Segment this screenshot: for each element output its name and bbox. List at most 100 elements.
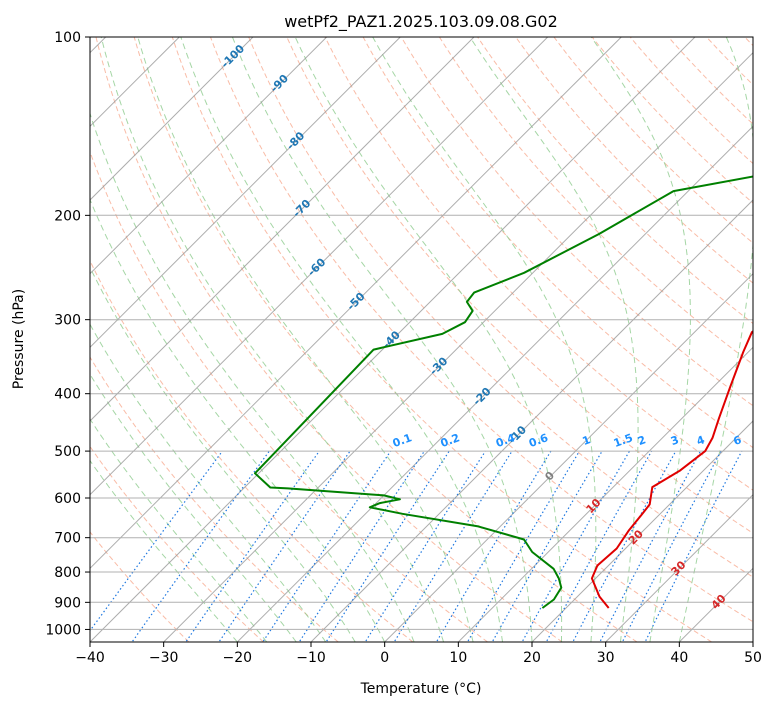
isotherm-line <box>236 125 753 642</box>
y-tick-label: 900 <box>54 595 81 611</box>
x-tick-label: 40 <box>670 650 688 666</box>
mixing-ratio-label: 6 <box>732 433 744 448</box>
mixing-ratio-line <box>262 450 392 642</box>
dry-adiabat <box>324 37 753 491</box>
mixing-ratio-line <box>466 450 580 642</box>
dry-adiabat <box>90 531 190 642</box>
mixing-ratio-line <box>218 450 351 642</box>
y-tick-label: 300 <box>54 313 81 329</box>
x-axis-label: Temperature (°C) <box>360 681 482 697</box>
mixing-ratio-label: 0.6 <box>527 431 550 450</box>
x-tick-label: −40 <box>75 650 105 666</box>
mixing-ratio-line <box>90 450 223 632</box>
y-tick-label: 1000 <box>45 622 81 638</box>
mixing-ratio-line <box>325 450 450 642</box>
mixing-ratio-line <box>393 450 513 642</box>
isotherm-line <box>310 199 753 642</box>
x-tick-label: 30 <box>597 650 615 666</box>
dry-adiabat <box>553 37 753 244</box>
y-tick-label: 100 <box>54 30 81 46</box>
isotherm-line <box>90 37 475 422</box>
plot-frame <box>89 36 754 643</box>
moist-adiabat <box>90 323 327 642</box>
y-tick-label: 400 <box>54 387 81 403</box>
dry-adiabat <box>133 37 638 642</box>
moist-adiabat <box>90 418 268 642</box>
moist-adiabat <box>90 111 415 642</box>
dry-adiabat <box>477 37 753 325</box>
moist-adiabat <box>180 37 503 642</box>
mixing-ratio-line <box>621 450 722 642</box>
temperature-profile <box>590 330 753 609</box>
isotherm-line <box>90 37 328 275</box>
mixing-ratio-label: 0.4 <box>494 431 517 450</box>
x-tick-label: −10 <box>296 650 326 666</box>
isotherm-line <box>90 37 622 570</box>
dry-adiabat <box>515 37 753 284</box>
dry-adiabat <box>90 259 414 642</box>
isotherm-line <box>605 493 753 642</box>
mixing-ratio-line <box>599 450 702 642</box>
y-tick-label: 500 <box>54 444 81 460</box>
x-tick-label: −30 <box>149 650 179 666</box>
mixing-ratio-label: 1.5 <box>612 431 635 450</box>
mixing-ratio-label: 4 <box>695 433 707 448</box>
moist-adiabat <box>90 373 297 642</box>
dry-adiabat <box>248 37 753 578</box>
y-tick-label: 700 <box>54 531 81 547</box>
moist-adiabat <box>90 266 356 642</box>
dewpoint-profile <box>254 175 753 609</box>
mixing-ratio-line <box>185 450 320 642</box>
x-tick-label: 20 <box>523 650 541 666</box>
x-tick-label: 10 <box>449 650 467 666</box>
moist-adiabat <box>590 37 691 642</box>
mixing-ratio-line <box>364 450 486 642</box>
y-axis-label: Pressure (hPa) <box>11 289 27 389</box>
moist-adiabat <box>294 37 563 642</box>
isotherm-line <box>90 37 696 642</box>
dry-adiabat <box>591 37 753 204</box>
isotherm-line <box>678 567 753 642</box>
dry-adiabat <box>90 356 339 642</box>
mixing-ratio-label: 0.2 <box>439 431 462 450</box>
x-tick-label: 0 <box>380 650 389 666</box>
mixing-ratio-label: 1 <box>581 433 593 448</box>
dry-adiabat <box>90 445 264 642</box>
mixing-ratio-line <box>572 450 677 642</box>
isotherm-line <box>752 641 753 642</box>
isotherm-line <box>163 51 753 642</box>
mixing-ratio-line <box>131 450 270 642</box>
isotherm-line <box>384 272 753 642</box>
moist-adiabat <box>469 37 639 642</box>
mixing-ratio-line <box>298 450 425 642</box>
dry-adiabat <box>362 37 753 449</box>
moist-adiabat <box>137 37 474 642</box>
moist-adiabat <box>100 37 445 642</box>
dry-adiabat <box>95 37 563 642</box>
y-tick-label: 800 <box>54 565 81 581</box>
mixing-ratio-label: 0.1 <box>391 431 414 450</box>
dry-adiabat <box>400 37 753 407</box>
dry-adiabat <box>171 37 712 642</box>
dry-adiabat <box>286 37 753 534</box>
y-tick-label: 600 <box>54 491 81 507</box>
isotherm-line <box>457 346 753 642</box>
mixing-ratio-label: 3 <box>669 433 681 448</box>
dry-adiabat <box>668 37 753 125</box>
moist-adiabat <box>90 198 386 642</box>
mixing-ratio-line <box>644 450 743 642</box>
dry-adiabat <box>90 150 488 642</box>
mixing-ratio-label: 2 <box>636 433 648 448</box>
dry-adiabat <box>438 37 753 365</box>
x-tick-label: −20 <box>223 650 253 666</box>
moist-adiabat <box>90 459 238 642</box>
x-tick-label: 50 <box>744 650 762 666</box>
moist-adiabat <box>372 37 597 642</box>
moist-adiabat <box>231 37 533 642</box>
isotherm-line <box>531 420 753 642</box>
chart-title: wetPf2_PAZ1.2025.103.09.08.G02 <box>284 12 558 32</box>
moist-adiabat <box>678 37 753 642</box>
isotherm-line <box>90 37 549 496</box>
mixing-ratio-label: 8 <box>757 433 769 448</box>
